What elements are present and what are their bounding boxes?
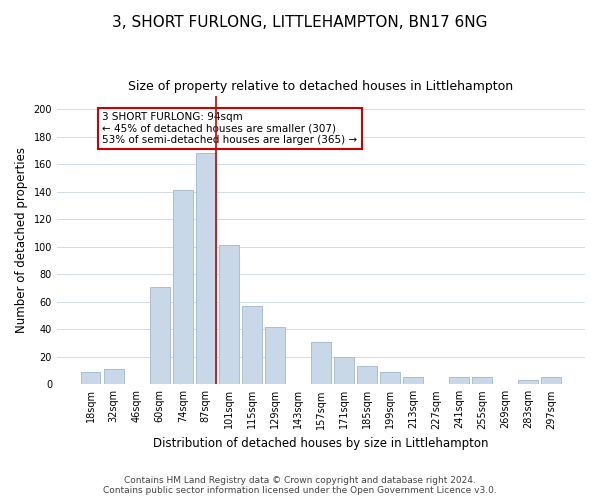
Bar	[380, 372, 400, 384]
Bar	[196, 154, 215, 384]
Bar	[403, 378, 423, 384]
Bar	[541, 378, 561, 384]
Bar	[150, 286, 170, 384]
Bar	[104, 369, 124, 384]
Bar	[449, 378, 469, 384]
Bar	[472, 378, 492, 384]
Text: 3 SHORT FURLONG: 94sqm
← 45% of detached houses are smaller (307)
53% of semi-de: 3 SHORT FURLONG: 94sqm ← 45% of detached…	[102, 112, 358, 146]
Text: 3, SHORT FURLONG, LITTLEHAMPTON, BN17 6NG: 3, SHORT FURLONG, LITTLEHAMPTON, BN17 6N…	[112, 15, 488, 30]
Bar	[518, 380, 538, 384]
Bar	[357, 366, 377, 384]
X-axis label: Distribution of detached houses by size in Littlehampton: Distribution of detached houses by size …	[153, 437, 489, 450]
Y-axis label: Number of detached properties: Number of detached properties	[15, 147, 28, 333]
Title: Size of property relative to detached houses in Littlehampton: Size of property relative to detached ho…	[128, 80, 514, 93]
Bar	[311, 342, 331, 384]
Bar	[81, 372, 100, 384]
Bar	[173, 190, 193, 384]
Bar	[219, 246, 239, 384]
Bar	[242, 306, 262, 384]
Text: Contains HM Land Registry data © Crown copyright and database right 2024.
Contai: Contains HM Land Registry data © Crown c…	[103, 476, 497, 495]
Bar	[265, 326, 284, 384]
Bar	[334, 357, 354, 384]
